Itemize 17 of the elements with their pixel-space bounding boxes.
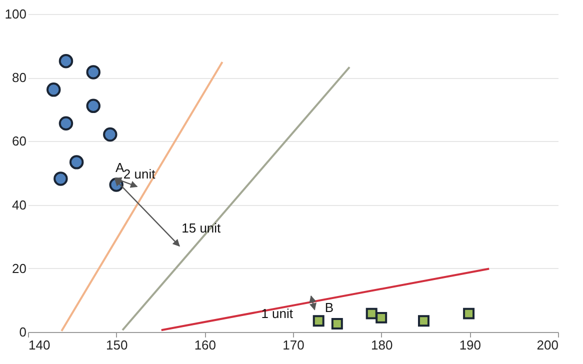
annotation: B [324,300,334,315]
annotation: A [116,160,125,175]
annotation: 2 unit [123,166,156,182]
x-tick-label: 140 [28,338,50,352]
y-tick-label: 0 [19,324,26,340]
y-tick-label: 40 [12,197,26,212]
x-tick-label: 150 [106,338,128,352]
x-tick-label: 180 [370,338,393,352]
y-tick-label: 100 [4,6,26,22]
x-tick-label: 160 [194,338,216,352]
y-tick-label: 60 [12,134,26,149]
x-tick-label: 170 [282,338,304,352]
x-tick-label: 200 [536,338,558,352]
annotation: 15 unit [182,220,222,236]
y-tick-label: 80 [12,70,26,86]
x-tick-label: 190 [459,338,482,352]
y-tick-label: 20 [12,260,26,276]
